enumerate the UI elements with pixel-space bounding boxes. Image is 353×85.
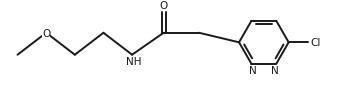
Text: NH: NH bbox=[126, 57, 142, 67]
Text: N: N bbox=[271, 66, 279, 76]
Text: N: N bbox=[249, 66, 256, 76]
Text: O: O bbox=[160, 1, 168, 11]
Text: O: O bbox=[42, 29, 50, 39]
Text: Cl: Cl bbox=[310, 38, 321, 48]
